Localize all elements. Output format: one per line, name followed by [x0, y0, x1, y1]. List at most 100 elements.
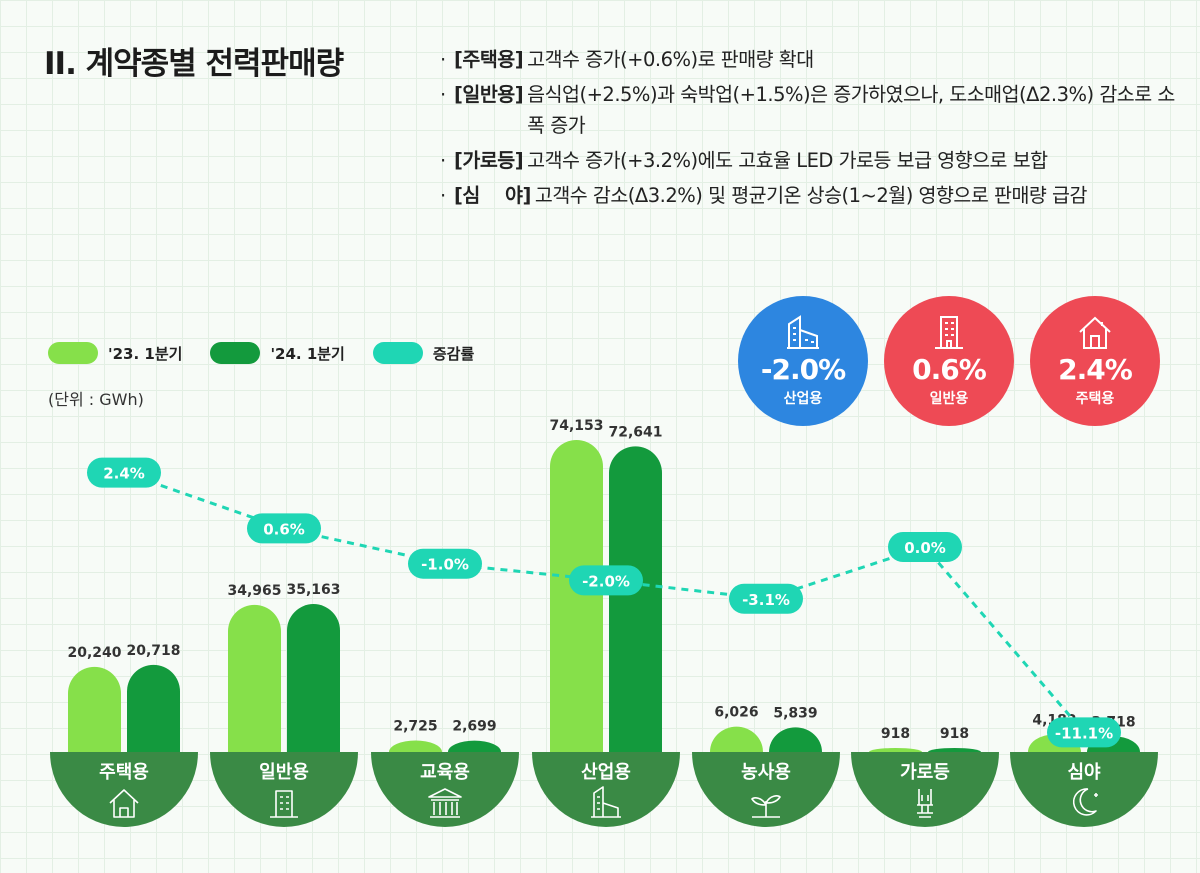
- note-text: 고객수 증가(+0.6%)로 판매량 확대: [527, 48, 814, 71]
- moon-icon: [1072, 788, 1098, 816]
- school-icon: [428, 788, 462, 818]
- bar-24q1: [127, 664, 180, 752]
- note-tag: [주택용]: [454, 48, 524, 71]
- legend-item-24q1: '24. 1분기: [210, 342, 345, 364]
- factory-icon: [787, 315, 819, 349]
- note-tag: [가로등]: [454, 149, 524, 172]
- note-item: · [주택용] 고객수 증가(+0.6%)로 판매량 확대: [440, 44, 1190, 75]
- rate-label: 2.4%: [103, 465, 145, 483]
- unit-label: (단위 : GWh): [48, 390, 144, 409]
- summary-circle-industrial: -2.0% 산업용: [738, 296, 868, 426]
- chart-legend: '23. 1분기 '24. 1분기 증감률: [48, 342, 502, 364]
- category-base: 농사용: [692, 752, 840, 827]
- rate-point: -3.1%: [729, 583, 803, 614]
- category-base: 심야: [1010, 752, 1158, 827]
- bar-value-label: 35,163: [286, 582, 340, 598]
- bar-24q1: [928, 748, 981, 752]
- category-base-shape: [851, 752, 999, 827]
- bar-23q1: [68, 666, 121, 752]
- legend-item-23q1: '23. 1분기: [48, 342, 182, 364]
- category-label: 주택용: [99, 762, 149, 783]
- bar-23q1: [389, 740, 442, 752]
- legend-swatch: [372, 342, 423, 364]
- bar-23q1: [869, 748, 922, 752]
- rate-pill: [247, 513, 321, 544]
- category-base: 산업용: [532, 752, 680, 827]
- bar-24q1: [287, 604, 340, 752]
- house-icon: [1079, 316, 1111, 349]
- category-label: 산업용: [581, 762, 631, 783]
- legend-swatch: [48, 342, 98, 364]
- category-base-shape: [532, 752, 680, 827]
- rate-pill: [729, 583, 803, 614]
- bar-value-label: 74,153: [549, 418, 603, 434]
- summary-value: -2.0%: [760, 353, 846, 386]
- note-item: · [일반용] 음식업(+2.5%)과 숙박업(+1.5%)은 증가하였으나, …: [440, 79, 1190, 141]
- rate-label: -3.1%: [742, 591, 790, 609]
- bar-value-label: 34,965: [227, 583, 281, 599]
- category-label: 농사용: [741, 762, 791, 783]
- sprout-icon: [751, 795, 781, 818]
- category-base: 가로등: [851, 752, 999, 827]
- rate-pill: [888, 532, 962, 562]
- notes-list: · [주택용] 고객수 증가(+0.6%)로 판매량 확대 · [일반용] 음식…: [440, 44, 1190, 215]
- office-building-icon: [270, 790, 298, 818]
- bar-value-label: 20,240: [67, 645, 121, 661]
- note-tag: [일반용]: [454, 83, 524, 106]
- summary-label: 산업용: [783, 391, 823, 407]
- bar-value-label: 918: [881, 726, 910, 742]
- legend-swatch: [210, 342, 261, 364]
- summary-value: 0.6%: [912, 353, 987, 386]
- building-icon: [935, 316, 963, 349]
- rate-point: -2.0%: [569, 565, 643, 596]
- category-label: 일반용: [259, 762, 309, 783]
- bar-value-label: 918: [940, 726, 969, 742]
- bar-value-label: 5,839: [773, 705, 817, 721]
- note-text: 고객수 감소(Δ3.2%) 및 평균기온 상승(1~2월) 영향으로 판매량 급…: [534, 184, 1088, 207]
- bar-value-label: 2,725: [393, 719, 437, 735]
- bar-23q1: [228, 604, 281, 752]
- note-text: 고객수 증가(+3.2%)에도 고효율 LED 가로등 보급 영향으로 보합: [527, 149, 1048, 172]
- category-base-shape: [210, 752, 358, 827]
- bar-value-label: 20,718: [126, 643, 180, 659]
- note-tag: [심 야]: [454, 184, 531, 207]
- bar-value-label: 6,026: [714, 705, 758, 721]
- streetlight-icon: [917, 789, 933, 818]
- bar-23q1: [710, 726, 763, 752]
- summary-label: 일반용: [929, 391, 969, 407]
- rate-point: -1.0%: [408, 548, 482, 579]
- category-label: 심야: [1067, 762, 1101, 783]
- summary-circle-residential: 2.4% 주택용: [1030, 296, 1160, 426]
- note-text: 음식업(+2.5%)과 숙박업(+1.5%)은 증가하였으나, 도소매업(Δ2.…: [527, 83, 1175, 137]
- summary-label: 주택용: [1075, 391, 1115, 407]
- rate-label: 0.0%: [904, 539, 946, 557]
- bar-24q1: [769, 727, 822, 752]
- rate-label: -1.0%: [421, 556, 469, 574]
- rate-pill: [87, 457, 161, 488]
- bar-value-label: 72,641: [608, 424, 662, 440]
- bar-value-label: 2,699: [452, 719, 496, 735]
- rate-point: 2.4%: [87, 457, 161, 488]
- category-base: 주택용: [50, 752, 198, 827]
- bar-24q1: [448, 740, 501, 752]
- summary-value: 2.4%: [1058, 353, 1133, 386]
- category-label: 교육용: [420, 762, 470, 783]
- rate-label: -2.0%: [582, 572, 630, 590]
- rate-pill: [1047, 717, 1121, 748]
- page-title: II. 계약종별 전력판매량: [44, 46, 344, 82]
- rate-label: -11.1%: [1055, 724, 1113, 742]
- bar-23q1: [550, 440, 603, 752]
- category-base-shape: [692, 752, 840, 827]
- note-item: · [심 야] 고객수 감소(Δ3.2%) 및 평균기온 상승(1~2월) 영향…: [440, 180, 1190, 211]
- rate-point: 0.0%: [888, 532, 962, 562]
- note-item: · [가로등] 고객수 증가(+3.2%)에도 고효율 LED 가로등 보급 영…: [440, 145, 1190, 176]
- category-base: 일반용: [210, 752, 358, 827]
- factory-icon: [591, 786, 621, 818]
- rate-label: 0.6%: [263, 520, 305, 538]
- rate-pill: [569, 565, 643, 596]
- category-base: 교육용: [371, 752, 519, 827]
- rate-point: -11.1%: [1047, 717, 1121, 748]
- summary-circle-general: 0.6% 일반용: [884, 296, 1014, 426]
- category-label: 가로등: [900, 762, 950, 783]
